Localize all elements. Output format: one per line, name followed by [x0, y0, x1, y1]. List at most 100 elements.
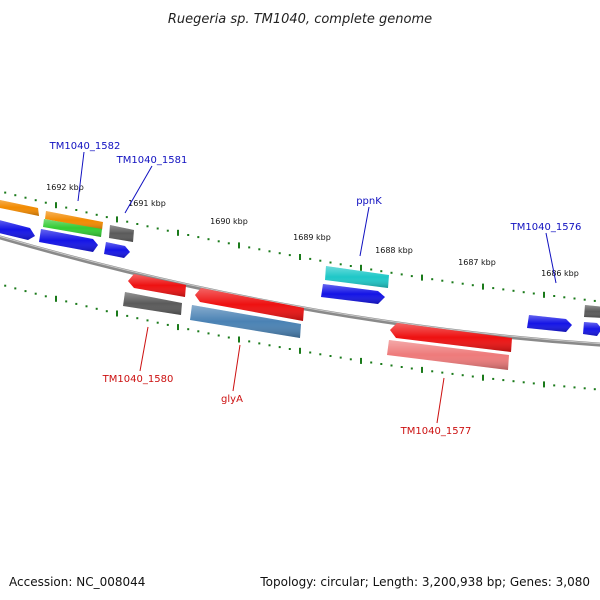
- lower-scale-tick: [573, 386, 576, 389]
- upper-scale-tick: [390, 271, 393, 274]
- kbp-label-1692: 1692 kbp: [46, 183, 84, 192]
- upper-scale-tick: [146, 225, 149, 228]
- gene-label-tm1040-1580[interactable]: TM1040_1580: [102, 374, 174, 385]
- lower-scale-tick: [482, 374, 484, 381]
- gene-label-tm1040-1581[interactable]: TM1040_1581: [116, 155, 188, 166]
- lower-scale-tick: [116, 310, 118, 317]
- upper-scale-tick: [543, 291, 545, 298]
- upper-scale-tick: [248, 246, 251, 249]
- leader-tm1040-1577: [436, 377, 445, 424]
- upper-scale-tick: [319, 259, 322, 262]
- leader-tm1040-1580: [139, 326, 149, 372]
- lower-scale-tick: [553, 384, 556, 387]
- lower-scale-tick: [349, 358, 352, 361]
- lower-scale-tick: [156, 321, 159, 324]
- kbp-label-1691: 1691 kbp: [128, 199, 166, 208]
- lower-scale-tick: [227, 336, 230, 339]
- upper-scale-tick: [156, 227, 159, 230]
- lower-scale-tick: [532, 382, 535, 385]
- lower-scale-tick: [126, 314, 129, 317]
- upper-scale-tick: [14, 194, 17, 197]
- lower-scale-tick: [390, 364, 393, 367]
- lower-scale-tick: [451, 372, 454, 375]
- lower-scale-tick: [65, 300, 68, 303]
- upper-scale-tick: [370, 268, 373, 271]
- lower-scale-tick: [299, 347, 301, 354]
- upper-scale-tick: [482, 283, 484, 290]
- lower-scale-tick: [14, 287, 17, 290]
- reverse-gene-features: [123, 274, 512, 370]
- leader-tm1040-1576: [545, 232, 557, 284]
- upper-scale-tick: [278, 252, 281, 255]
- lower-scale-tick: [380, 363, 383, 365]
- upper-scale-tick: [217, 240, 220, 243]
- upper-scale-tick: [573, 297, 576, 300]
- genome-backbone-highlight: [0, 235, 600, 345]
- upper-scale-tick: [360, 264, 362, 271]
- lower-scale-tick: [75, 302, 78, 305]
- upper-scale-tick: [258, 248, 261, 251]
- lower-scale-tick: [288, 348, 291, 350]
- upper-scale-tick: [65, 206, 68, 209]
- upper-scale-tick: [95, 213, 98, 216]
- lower-scale-tick: [177, 324, 179, 331]
- lower-scale-tick: [441, 371, 444, 374]
- upper-scale-tick: [532, 292, 535, 295]
- upper-scale-tick: [512, 289, 515, 292]
- lower-scale-tick: [197, 330, 200, 333]
- upper-scale-tick: [553, 295, 556, 297]
- upper-scale-tick: [136, 223, 139, 225]
- lower-scale-tick: [522, 381, 525, 384]
- lower-scale-tick: [471, 375, 474, 378]
- upper-scale-tick: [563, 296, 566, 299]
- lower-scale-tick: [207, 332, 210, 335]
- lower-scale-tick: [360, 357, 362, 364]
- upper-scale-tick: [522, 291, 525, 294]
- upper-scale-tick: [431, 278, 434, 281]
- lower-scale-tick: [502, 379, 505, 382]
- gene-label-tm1040-1577[interactable]: TM1040_1577: [400, 426, 472, 437]
- gene-label-ppnk[interactable]: ppnK: [356, 196, 382, 207]
- lower-scale-tick: [492, 377, 495, 380]
- label-leader-lines: [77, 151, 557, 424]
- gene-label-tm1040-1576[interactable]: TM1040_1576: [510, 222, 582, 233]
- upper-scale-tick: [268, 250, 271, 253]
- gene-label-tm1040-1582[interactable]: TM1040_1582: [49, 141, 121, 152]
- upper-scale-tick: [421, 274, 423, 281]
- lower-scale-tick: [187, 328, 190, 331]
- upper-scale-tick: [55, 202, 57, 209]
- kbp-label-1688: 1688 kbp: [375, 246, 413, 255]
- upper-scale-tick: [583, 298, 586, 301]
- upper-scale-tick: [329, 261, 332, 264]
- forward-gene-features: [0, 200, 600, 336]
- accession-text: Accession: NC_008044: [9, 575, 145, 589]
- lower-scale-tick: [512, 380, 515, 383]
- lower-scale-tick: [583, 387, 586, 390]
- upper-scale-tick: [177, 229, 179, 236]
- upper-scale-tick: [349, 265, 352, 267]
- lower-scale-tick: [238, 336, 240, 343]
- upper-scale-tick: [339, 263, 342, 266]
- lower-scale-tick: [166, 323, 169, 326]
- leader-ppnk: [359, 206, 370, 257]
- lower-scale-tick: [400, 366, 403, 368]
- kbp-label-1686: 1686 kbp: [541, 269, 579, 278]
- lower-scale-tick: [24, 290, 27, 293]
- lower-scale-tick: [268, 344, 271, 347]
- lower-scale-tick: [34, 292, 37, 295]
- upper-scale-tick: [105, 216, 108, 219]
- lower-scale-tick: [217, 334, 220, 337]
- gene-label-glya[interactable]: glyA: [221, 394, 243, 405]
- upper-scale-tick: [441, 279, 444, 282]
- lower-scale-tick: [44, 295, 47, 298]
- lower-scale-tick: [105, 310, 108, 313]
- lower-scale-tick: [431, 370, 434, 373]
- leader-tm1040-1581: [124, 165, 153, 214]
- upper-scale-tick: [116, 216, 118, 223]
- lower-scale-tick: [410, 367, 413, 370]
- upper-scale-tick: [400, 273, 403, 276]
- upper-scale-tick: [207, 238, 210, 241]
- lower-scale-tick: [563, 385, 566, 388]
